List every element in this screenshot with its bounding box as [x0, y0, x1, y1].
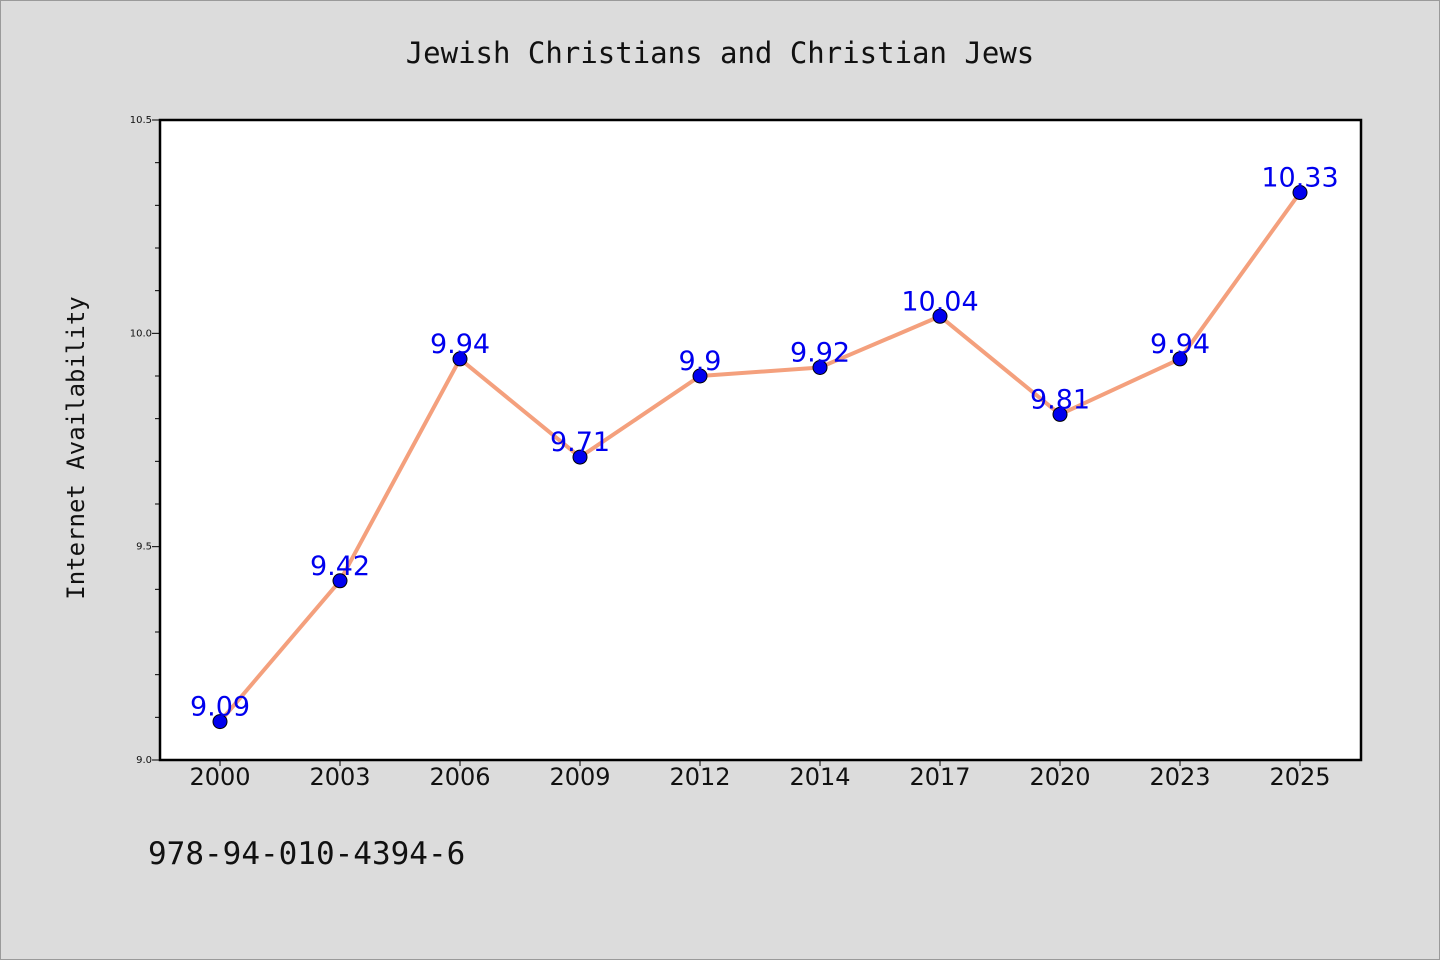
- data-label: 9.92: [790, 337, 850, 368]
- x-tick-label: 2020: [1029, 763, 1090, 791]
- data-point: [932, 308, 948, 324]
- data-label: 10.04: [901, 286, 978, 317]
- x-tick-label: 2003: [309, 763, 370, 791]
- data-label: 9.94: [1150, 329, 1210, 360]
- x-tick-label: 2014: [789, 763, 850, 791]
- x-tick-label: 2025: [1269, 763, 1330, 791]
- data-label: 10.33: [1261, 163, 1338, 194]
- y-axis-label: Internet Availability: [62, 296, 90, 599]
- data-point: [812, 359, 828, 375]
- y-tick-label: 9.5: [136, 542, 152, 553]
- data-point: [1292, 185, 1308, 201]
- y-tick-label: 9.0: [136, 755, 152, 766]
- data-label: 9.42: [310, 551, 370, 582]
- x-tick-label: 2023: [1149, 763, 1210, 791]
- x-axis: 2000 2003 2006 2009 2012 2014 2017 2020 2023 2025: [189, 760, 1331, 791]
- data-label: 9.81: [1030, 384, 1090, 415]
- x-tick-label: 2009: [549, 763, 610, 791]
- data-point: [212, 714, 228, 730]
- x-tick-label: 2017: [909, 763, 970, 791]
- data-label: 9.71: [550, 427, 610, 458]
- data-point: [692, 368, 708, 384]
- data-point: [332, 573, 348, 589]
- data-point: [1172, 351, 1188, 367]
- data-point: [452, 351, 468, 367]
- series-line: [218, 190, 1302, 724]
- plot-area: [158, 118, 1363, 762]
- x-tick-label: 2012: [669, 763, 730, 791]
- chart-title: Jewish Christians and Christian Jews: [406, 36, 1035, 70]
- data-label: 9.94: [430, 329, 490, 360]
- y-tick-label: 10.5: [130, 115, 152, 126]
- y-axis: 9.0 9.5 10.0 10.5: [130, 115, 160, 766]
- x-tick-label: 2000: [189, 763, 250, 791]
- y-tick-label: 10.0: [130, 328, 152, 339]
- data-label: 9.9: [679, 346, 722, 377]
- data-label: 9.09: [190, 692, 250, 723]
- x-tick-label: 2006: [429, 763, 490, 791]
- isbn-label: 978-94-010-4394-6: [148, 836, 465, 872]
- data-point: [1052, 406, 1068, 422]
- series-group: 9.09 9.42 9.94 9.71 9.9 9.92 10.04 9.81 9.94 10.3…: [190, 163, 1339, 730]
- data-point: [572, 449, 588, 465]
